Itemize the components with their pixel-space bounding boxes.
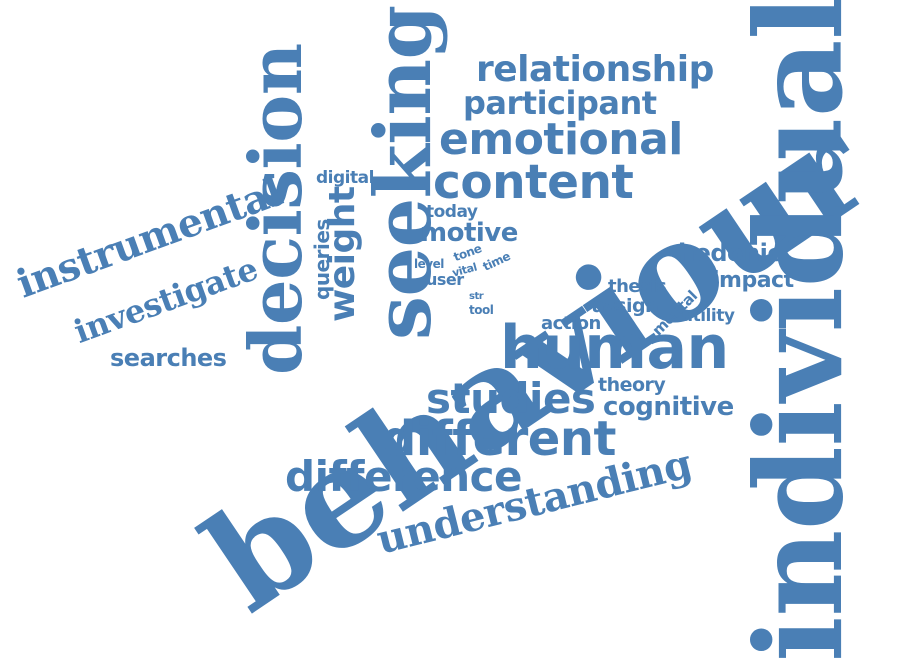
word-content: content <box>433 155 634 210</box>
word-theory: theory <box>598 374 666 396</box>
word-individual: individual <box>729 0 870 662</box>
word-utility: utility <box>681 306 735 326</box>
word-thesis: thesis <box>608 276 667 297</box>
word-emotional: emotional <box>439 114 683 165</box>
word-motive: motive <box>420 218 518 248</box>
word-impact: impact <box>712 268 794 293</box>
word-participant: participant <box>463 84 657 122</box>
word-relationship: relationship <box>476 49 714 90</box>
word-cognitive: cognitive <box>603 392 734 422</box>
word-time: time <box>480 249 513 274</box>
word-queries: queries <box>310 219 334 300</box>
word-studies: studies <box>426 374 596 423</box>
word-human: human <box>500 313 729 383</box>
word-digital: digital <box>316 168 374 188</box>
word-tool: tool <box>469 303 494 317</box>
word-user: user <box>426 270 464 289</box>
word-str: str <box>469 291 484 302</box>
word-hedonic: hedonic <box>678 239 782 267</box>
word-difference: difference <box>285 452 522 501</box>
word-searches: searches <box>110 344 227 372</box>
word-action: action <box>541 313 601 334</box>
word-today: today <box>426 202 478 222</box>
word-different: different <box>382 411 616 467</box>
word-seeking: seeking <box>358 5 449 340</box>
word-assign: assign <box>592 295 659 317</box>
word-level: level <box>414 257 444 271</box>
